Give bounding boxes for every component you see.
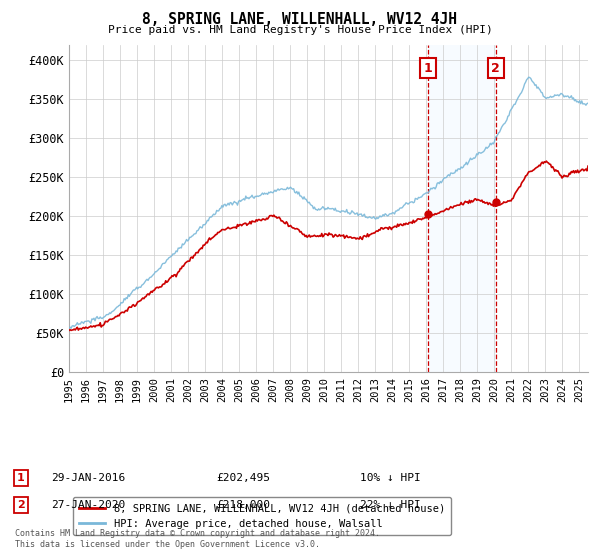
Text: 10% ↓ HPI: 10% ↓ HPI	[360, 473, 421, 483]
Bar	[428, 45, 496, 372]
Text: £218,000: £218,000	[216, 500, 270, 510]
Text: 22% ↓ HPI: 22% ↓ HPI	[360, 500, 421, 510]
Text: Contains HM Land Registry data © Crown copyright and database right 2024.: Contains HM Land Registry data © Crown c…	[15, 529, 380, 538]
Text: 2: 2	[17, 500, 25, 510]
Text: 2: 2	[491, 62, 500, 74]
Text: 27-JAN-2020: 27-JAN-2020	[51, 500, 125, 510]
Text: 8, SPRING LANE, WILLENHALL, WV12 4JH: 8, SPRING LANE, WILLENHALL, WV12 4JH	[143, 12, 458, 27]
Text: £202,495: £202,495	[216, 473, 270, 483]
Text: This data is licensed under the Open Government Licence v3.0.: This data is licensed under the Open Gov…	[15, 540, 320, 549]
Text: 1: 1	[17, 473, 25, 483]
Text: 1: 1	[424, 62, 432, 74]
Text: 29-JAN-2016: 29-JAN-2016	[51, 473, 125, 483]
Text: Price paid vs. HM Land Registry's House Price Index (HPI): Price paid vs. HM Land Registry's House …	[107, 25, 493, 35]
Legend: 8, SPRING LANE, WILLENHALL, WV12 4JH (detached house), HPI: Average price, detac: 8, SPRING LANE, WILLENHALL, WV12 4JH (de…	[73, 497, 451, 535]
